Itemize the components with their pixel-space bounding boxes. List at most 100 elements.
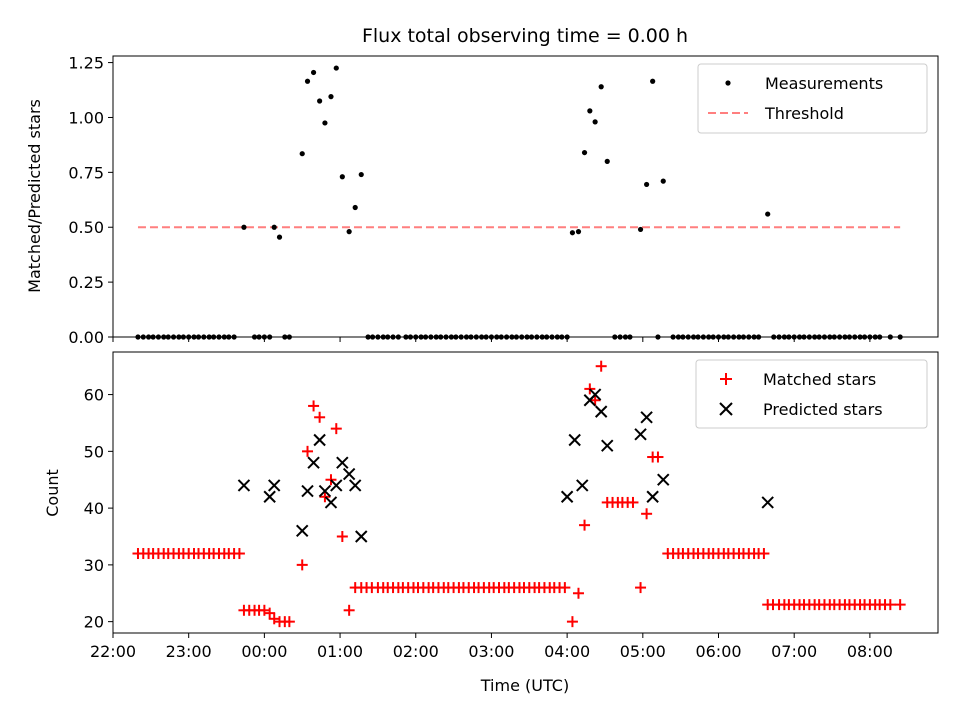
bottom-y-tick-label: 20: [84, 613, 104, 632]
measurement-point: [581, 149, 588, 156]
x-tick-label: 00:00: [241, 642, 287, 661]
predicted-star-point: [355, 530, 368, 543]
top-y-tick-label: 0.25: [68, 273, 104, 292]
measurement-point: [604, 158, 610, 164]
top-y-axis-label: Matched/Predicted stars: [25, 99, 44, 293]
matched-star-point: [302, 445, 314, 457]
matched-star-point: [627, 496, 639, 508]
measurement-point: [322, 120, 328, 126]
predicted-star-points: [237, 388, 774, 543]
predicted-star-point: [601, 439, 614, 452]
measurement-point: [339, 174, 345, 180]
measurement-point: [304, 78, 311, 84]
measurement-point: [587, 108, 593, 114]
x-tick-label: 02:00: [393, 642, 439, 661]
predicted-star-point: [646, 490, 659, 503]
measurement-point: [299, 151, 305, 157]
predicted-star-point: [657, 473, 670, 486]
x-tick-label: 03:00: [468, 642, 514, 661]
matched-star-point: [595, 360, 607, 372]
x-axis-label: Time (UTC): [480, 676, 569, 695]
matched-star-point: [283, 616, 295, 628]
bottom-plot-frame: [112, 351, 939, 634]
measurement-point: [317, 98, 323, 104]
measurement-point: [644, 181, 650, 188]
measurement-point: [358, 171, 364, 178]
measurement-point: [328, 94, 334, 100]
bottom-panel: 20 30 40 50 60 22:00 23:00 00:00 01:00 02:00 03:0…: [43, 351, 939, 695]
matched-star-point: [330, 423, 342, 435]
x-tick-label: 08:00: [847, 642, 893, 661]
measurement-point: [637, 226, 644, 233]
matched-star-point: [314, 411, 326, 423]
matched-star-point: [572, 587, 584, 599]
measurement-point: [241, 224, 247, 230]
predicted-star-point: [568, 433, 581, 447]
predicted-star-point: [594, 405, 608, 418]
predicted-star-point: [330, 479, 343, 492]
matched-star-point: [296, 559, 308, 571]
matched-star-point: [566, 616, 578, 628]
measurement-point: [276, 234, 283, 240]
matched-star-point: [264, 607, 276, 619]
top-plot-frame: [112, 55, 939, 338]
predicted-star-point: [588, 388, 602, 401]
measurement-point: [598, 84, 604, 90]
measurement-point: [660, 178, 666, 184]
measurement-point: [650, 78, 656, 84]
top-y-tick-label: 0.50: [68, 218, 104, 237]
bottom-y-tick-label: 60: [84, 386, 104, 405]
measurement-point: [592, 119, 598, 125]
bottom-legend: Matched stars Predicted stars: [695, 359, 928, 429]
measurement-point: [271, 224, 277, 230]
top-y-tick-label: 1.25: [68, 54, 104, 73]
predicted-star-point: [560, 490, 574, 503]
matched-star-point: [579, 519, 591, 531]
matched-star-point: [308, 400, 320, 412]
predicted-star-point: [336, 456, 349, 469]
matched-star-point: [635, 582, 647, 594]
predicted-star-point: [313, 433, 326, 447]
matched-star-point: [652, 451, 664, 463]
bottom-legend-box: [695, 359, 928, 429]
top-x-ticks: [112, 337, 871, 342]
legend-threshold-label: Threshold: [764, 104, 844, 123]
predicted-star-point: [263, 490, 276, 503]
predicted-star-point: [318, 484, 332, 498]
bottom-y-tick-label: 40: [84, 499, 104, 518]
matched-star-point: [319, 491, 331, 503]
predicted-star-point: [301, 484, 314, 498]
top-y-tick-label: 1.00: [68, 108, 104, 127]
matched-star-point: [559, 582, 571, 594]
predicted-star-point: [634, 428, 647, 441]
top-legend: Measurements Threshold: [697, 63, 928, 134]
bottom-y-ticks: 20 30 40 50 60: [84, 386, 113, 632]
legend-matched-marker: [720, 373, 732, 385]
top-y-tick-label: 0.00: [68, 328, 104, 347]
x-tick-label: 04:00: [544, 642, 590, 661]
bottom-y-tick-label: 30: [84, 556, 104, 575]
measurement-point: [569, 230, 576, 236]
predicted-star-point: [640, 411, 653, 424]
x-tick-label: 23:00: [166, 642, 212, 661]
measurement-point: [352, 204, 358, 211]
matched-star-point: [589, 394, 601, 406]
measurement-point: [310, 69, 317, 76]
top-y-ticks: 0.00 0.25 0.50 0.75 1.00 1.25: [68, 54, 113, 347]
measurement-point: [765, 211, 771, 217]
bottom-y-tick-label: 50: [84, 442, 104, 461]
bottom-x-ticks: 22:00 23:00 00:00 01:00 02:00 03:00 04:00 05:00…: [90, 633, 893, 661]
top-panel: 0.00 0.25 0.50 0.75 1.00 1.25 Matched/Predict…: [25, 54, 939, 347]
predicted-star-point: [296, 524, 309, 538]
legend-predicted-label: Predicted stars: [763, 400, 883, 419]
x-tick-label: 22:00: [90, 642, 136, 661]
matched-star-point: [343, 604, 355, 616]
legend-predicted-marker: [719, 402, 733, 416]
legend-measurement-marker: [725, 80, 731, 86]
x-tick-label: 01:00: [317, 642, 363, 661]
measurement-point: [575, 229, 582, 235]
top-y-tick-label: 0.75: [68, 163, 104, 182]
measurement-point: [333, 65, 339, 71]
predicted-star-point: [268, 479, 281, 492]
bottom-y-axis-label: Count: [43, 469, 62, 517]
